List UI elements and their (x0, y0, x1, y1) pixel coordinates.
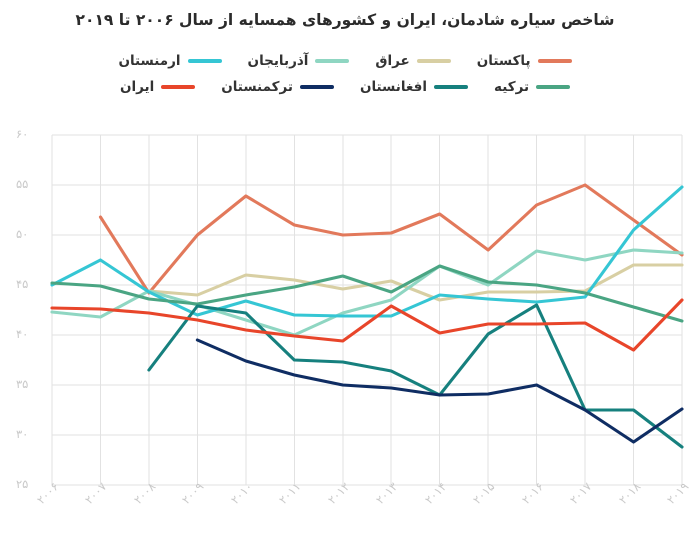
legend-item-iran[interactable]: ایران (119, 79, 196, 95)
y-axis-tick-label: ۳۰ (16, 427, 29, 441)
legend-swatch-pakistan (537, 58, 572, 64)
x-axis-tick-label: ۲۰۱۰ (227, 479, 256, 507)
legend-label-iran: ایران (119, 79, 155, 95)
x-axis-tick-label: ۲۰۰۶ (34, 479, 62, 507)
chart-title: شاخص سیاره شادمان، ایران و کشورهای همسای… (75, 11, 615, 29)
series-line-pakistan (98, 183, 684, 295)
chart-legend: پاکستان عراق آذربایجان ارمنستان ترکیه (0, 48, 690, 100)
legend-swatch-iraq (416, 58, 451, 64)
series-line-turkey (50, 264, 684, 323)
legend-swatch-armenia (187, 58, 222, 64)
legend-item-iraq[interactable]: عراق (375, 53, 451, 69)
y-axis-tick-label: ۶۰ (16, 127, 29, 141)
series-lines (50, 183, 684, 449)
legend-item-armenia[interactable]: ارمنستان (118, 53, 222, 69)
y-axis-tick-label: ۵۰ (16, 227, 29, 241)
legend-swatch-iran (161, 84, 196, 90)
legend-swatch-afghanistan (434, 84, 469, 90)
legend-swatch-turkmenistan (299, 84, 334, 90)
y-axis-tick-label: ۵۵ (16, 177, 29, 191)
x-axis-tick-label: ۲۰۱۶ (518, 479, 546, 507)
x-axis-tick-label: ۲۰۱۵ (470, 479, 498, 507)
grid-lines (51, 134, 683, 486)
x-axis-tick-label: ۲۰۰۹ (179, 479, 207, 507)
series-line-armenia (50, 185, 684, 318)
legend-item-turkey[interactable]: ترکیه (494, 79, 571, 95)
legend-item-azerbaijan[interactable]: آذربایجان (248, 53, 350, 69)
x-axis-tick-label: ۲۰۱۷ (567, 479, 595, 507)
legend-label-azerbaijan: آذربایجان (247, 53, 309, 69)
legend-item-afghanistan[interactable]: افغانستان (359, 79, 469, 95)
series-line-azerbaijan (50, 248, 684, 337)
legend-label-pakistan: پاکستان (476, 53, 531, 69)
legend-swatch-turkey (536, 84, 571, 90)
legend-label-iraq: عراق (375, 53, 410, 69)
y-axis-tick-label: ۴۰ (16, 327, 29, 341)
x-axis-tick-label: ۲۰۱۲ (324, 479, 353, 507)
series-line-iraq (147, 263, 684, 302)
y-axis-tick-label: ۳۵ (16, 377, 29, 391)
x-axis-tick-label: ۲۰۰۷ (82, 479, 110, 507)
x-axis-tick-label: ۲۰۰۸ (130, 479, 159, 507)
x-axis-tick-label: ۲۰۱۱ (276, 479, 304, 507)
legend-row-1: پاکستان عراق آذربایجان ارمنستان (0, 48, 690, 74)
y-axis-tick-label: ۲۵ (16, 477, 29, 491)
legend-item-turkmenistan[interactable]: ترکمنستان (221, 79, 334, 95)
x-axis-tick-label: ۲۰۱۳ (373, 479, 401, 507)
legend-label-afghanistan: افغانستان (359, 79, 428, 95)
x-axis-tick-label: ۲۰۱۹ (664, 479, 690, 507)
legend-label-turkey: ترکیه (494, 79, 530, 95)
x-axis-tick-label: ۲۰۱۴ (421, 479, 450, 507)
legend-label-armenia: ارمنستان (118, 53, 181, 69)
legend-item-pakistan[interactable]: پاکستان (477, 53, 572, 69)
series-line-iran (50, 298, 684, 352)
series-line-turkmenistan (195, 338, 684, 444)
legend-row-2: ترکیه افغانستان ترکمنستان ایران (0, 74, 690, 100)
x-axis-tick-label: ۲۰۱۸ (615, 479, 643, 507)
legend-swatch-azerbaijan (315, 58, 350, 64)
legend-label-turkmenistan: ترکمنستان (221, 79, 293, 95)
series-line-afghanistan (147, 303, 684, 449)
y-axis-tick-label: ۴۵ (16, 277, 29, 291)
